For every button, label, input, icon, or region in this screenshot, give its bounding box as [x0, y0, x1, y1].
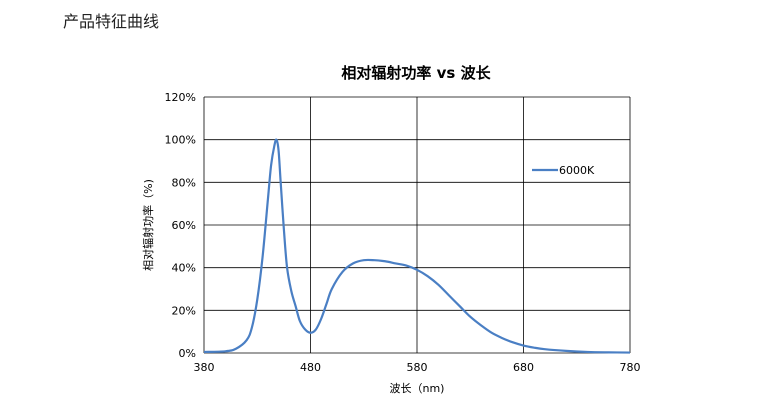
y-tick-label: 80% — [172, 176, 196, 189]
x-tick-label: 580 — [407, 361, 428, 374]
plot-area: 0% 20% 40% 60% 80% 100% 120% 380 480 580 680 780 波长（… — [141, 91, 641, 395]
x-tick-label: 680 — [513, 361, 534, 374]
y-tick-label: 0% — [179, 347, 196, 360]
y-tick-label: 60% — [172, 219, 196, 232]
x-axis-label: 波长（nm) — [390, 382, 445, 395]
y-tick-label: 40% — [172, 262, 196, 275]
x-tick-label: 380 — [194, 361, 215, 374]
chart-title: 相对辐射功率 vs 波长 — [341, 64, 491, 82]
y-tick-label: 100% — [165, 134, 196, 147]
section-title: 产品特征曲线 — [63, 12, 160, 31]
y-axis-label: 相对辐射功率（%) — [141, 179, 155, 271]
y-tick-label: 120% — [165, 91, 196, 104]
series-line-6000k — [203, 138, 631, 354]
legend-label: 6000K — [559, 164, 595, 177]
y-tick-label: 20% — [172, 304, 196, 317]
x-tick-label: 780 — [620, 361, 641, 374]
x-tick-label: 480 — [300, 361, 321, 374]
